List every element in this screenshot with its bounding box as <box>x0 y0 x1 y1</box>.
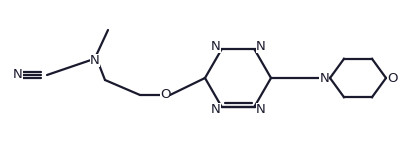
Text: N: N <box>211 103 220 116</box>
Text: N: N <box>13 69 23 81</box>
Text: N: N <box>256 103 265 116</box>
Text: N: N <box>319 72 329 84</box>
Text: N: N <box>90 54 100 66</box>
Text: N: N <box>211 40 220 53</box>
Text: O: O <box>160 88 170 102</box>
Text: N: N <box>256 40 265 53</box>
Text: O: O <box>387 72 398 84</box>
